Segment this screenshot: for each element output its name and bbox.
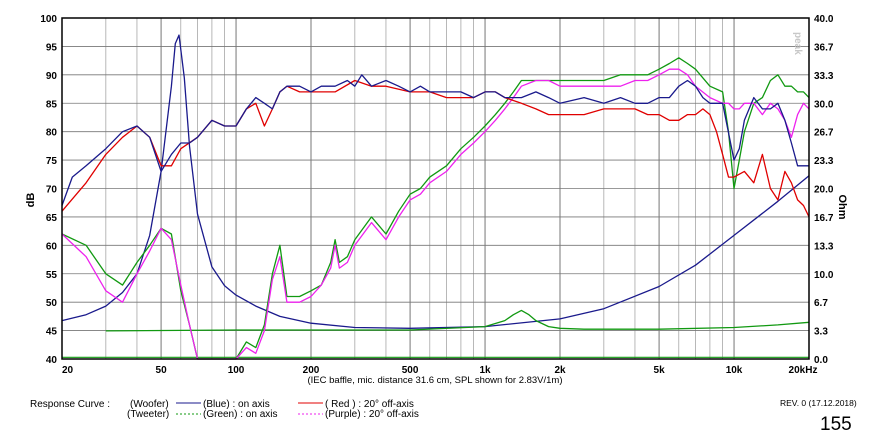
series-line-0 — [61, 74, 809, 206]
y2-tick-label: 0.0 — [814, 355, 828, 366]
series-line-1 — [61, 79, 810, 218]
y-tick-label: 50 — [46, 298, 58, 309]
legend-tweeter: (Tweeter) — [127, 409, 169, 420]
legend-blue: (Blue) : on axis — [203, 399, 270, 410]
y-tick-label: 80 — [46, 128, 58, 139]
series-line-5 — [105, 309, 810, 332]
x-tick-label: 500 — [402, 365, 419, 376]
y-tick-label: 100 — [40, 14, 57, 25]
y-tick-label: 90 — [46, 71, 58, 82]
x-tick-label: 50 — [156, 365, 168, 376]
y-tick-labels: 40 45 50 55 60 65 70 75 80 85 90 95 100 — [40, 14, 57, 366]
y2-tick-label: 20.0 — [814, 185, 834, 196]
y2-tick-label: 6.7 — [814, 298, 828, 309]
y-tick-label: 95 — [46, 42, 58, 53]
y2-tick-label: 10.0 — [814, 270, 834, 281]
legend-header: Response Curve : — [30, 399, 110, 410]
x-tick-label: 5k — [654, 365, 666, 376]
y2-tick-label: 16.7 — [814, 213, 834, 224]
x-tick-label: 100 — [228, 365, 245, 376]
y-tick-label: 45 — [46, 327, 58, 338]
page-number: 155 — [820, 414, 852, 430]
x-tick-label: 10k — [726, 365, 743, 376]
y2-tick-label: 33.3 — [814, 71, 834, 82]
y2-tick-label: 13.3 — [814, 241, 834, 252]
y-tick-label: 75 — [46, 156, 58, 167]
y-tick-label: 85 — [46, 99, 58, 110]
x-tick-label: 200 — [303, 365, 320, 376]
y2-tick-label: 36.7 — [814, 42, 834, 53]
legend-purple: (Purple) : 20° off-axis — [325, 409, 419, 420]
legend-red: ( Red ) : 20° off-axis — [325, 399, 414, 410]
chart-series-group — [61, 34, 810, 360]
legend: Response Curve : (Woofer) (Tweeter) (Blu… — [30, 399, 419, 420]
legend-green: (Green) : on axis — [203, 409, 277, 420]
y-tick-label: 65 — [46, 213, 58, 224]
y2-tick-labels: 0.0 3.3 6.7 10.0 13.3 16.7 20.0 23.3 26.7 30.0 33.… — [814, 14, 834, 366]
x-tick-labels: 20 50 100 200 500 1k 2k 5k 10k 20kHz — [62, 365, 817, 376]
y2-axis-label: Ohm — [836, 194, 848, 219]
y2-tick-label: 3.3 — [814, 327, 828, 338]
y2-tick-label: 26.7 — [814, 128, 834, 139]
y-tick-label: 60 — [46, 241, 58, 252]
x-tick-label: 20kHz — [789, 365, 818, 376]
y-axis-label: dB — [25, 193, 37, 208]
chart-grid — [62, 17, 809, 360]
y2-tick-label: 40.0 — [814, 14, 834, 25]
y-tick-label: 70 — [46, 185, 58, 196]
x-tick-label: 1k — [479, 365, 491, 376]
series-line-4 — [61, 34, 810, 329]
legend-woofer: (Woofer) — [130, 399, 169, 410]
plot-frame — [61, 17, 810, 360]
revision-label: REV. 0 (17.12.2018) — [780, 398, 857, 408]
x-tick-label: 2k — [554, 365, 566, 376]
y-tick-label: 55 — [46, 270, 58, 281]
y-tick-label: 40 — [46, 355, 58, 366]
x-tick-label: 20 — [62, 365, 74, 376]
chart-caption: (IEC baffle, mic. distance 31.6 cm, SPL … — [307, 375, 562, 386]
watermark-text: peak — [792, 32, 803, 55]
y2-tick-label: 30.0 — [814, 99, 834, 110]
series-line-3 — [61, 68, 810, 360]
y2-tick-label: 23.3 — [814, 156, 834, 167]
